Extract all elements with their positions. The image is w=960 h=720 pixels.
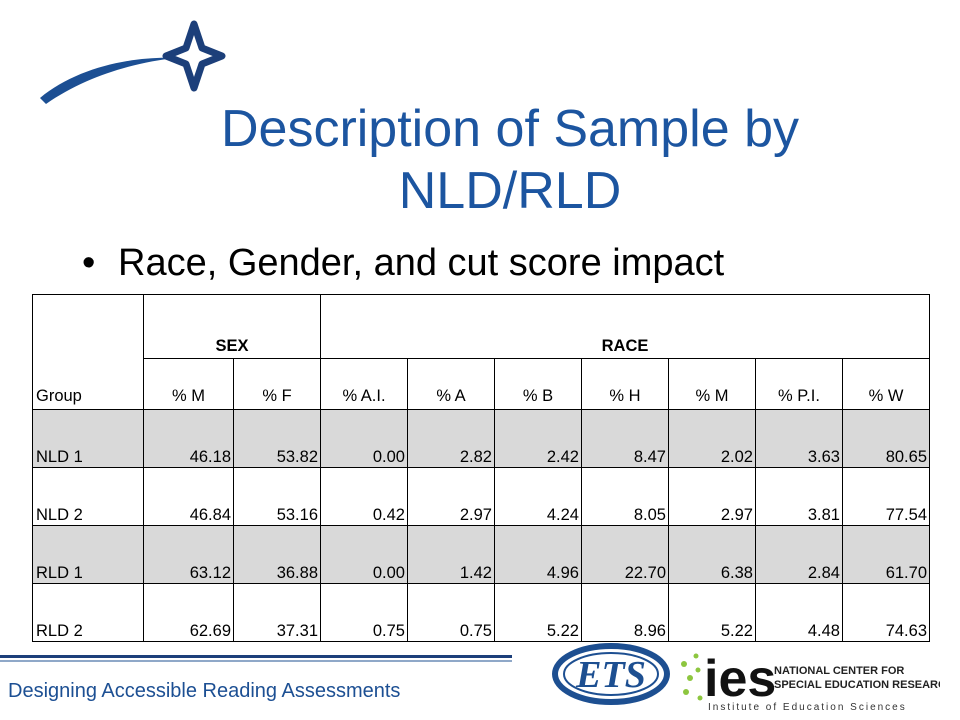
table-cell: 8.47 bbox=[581, 409, 669, 468]
table-cell: 4.24 bbox=[494, 467, 582, 526]
table-cell: 4.96 bbox=[494, 525, 582, 584]
table-cell: 53.82 bbox=[233, 409, 321, 468]
table-cell: 74.63 bbox=[842, 583, 930, 642]
race-header: RACE bbox=[320, 294, 930, 359]
table-cell: 61.70 bbox=[842, 525, 930, 584]
table-cell: 0.42 bbox=[320, 467, 408, 526]
table-cell: 1.42 bbox=[407, 525, 495, 584]
table-cell: 6.38 bbox=[668, 525, 756, 584]
table-cell: 80.65 bbox=[842, 409, 930, 468]
table-cell: 63.12 bbox=[143, 525, 234, 584]
table-cell: 36.88 bbox=[233, 525, 321, 584]
table-cell: 5.22 bbox=[668, 583, 756, 642]
ies-tagline: Institute of Education Sciences bbox=[708, 702, 907, 713]
table-cell: 46.18 bbox=[143, 409, 234, 468]
table-cell: 2.97 bbox=[407, 467, 495, 526]
ies-logo-text: ies bbox=[704, 650, 776, 708]
group-header: Group bbox=[32, 294, 144, 410]
table-cell: 0.75 bbox=[407, 583, 495, 642]
bullet-item: • Race, Gender, and cut score impact bbox=[82, 240, 882, 286]
table-cell: 3.81 bbox=[755, 467, 843, 526]
table-cell: 0.00 bbox=[320, 409, 408, 468]
ets-logo: ETS bbox=[552, 643, 670, 705]
row-label: RLD 1 bbox=[32, 525, 144, 584]
table-cell: 46.84 bbox=[143, 467, 234, 526]
bullet-text: Race, Gender, and cut score impact bbox=[118, 242, 725, 284]
table-cell: 2.84 bbox=[755, 525, 843, 584]
ets-logo-text: ETS bbox=[575, 654, 646, 696]
header-row-top: Group SEX RACE bbox=[32, 294, 930, 410]
table-cell: 5.22 bbox=[494, 583, 582, 642]
table-cell: 2.42 bbox=[494, 409, 582, 468]
row-label: RLD 2 bbox=[32, 583, 144, 642]
ies-ncser-logo: ies NATIONAL CENTER FOR SPECIAL EDUCATIO… bbox=[681, 650, 940, 713]
star-swoosh-logo bbox=[40, 20, 226, 104]
row-label: NLD 2 bbox=[32, 467, 144, 526]
column-header: % M bbox=[143, 358, 234, 410]
table-cell: 8.05 bbox=[581, 467, 669, 526]
slide-title: Description of Sample by NLD/RLD bbox=[150, 98, 870, 222]
title-line-2: NLD/RLD bbox=[398, 162, 622, 220]
row-label: NLD 1 bbox=[32, 409, 144, 468]
footer-divider bbox=[0, 655, 512, 658]
table-cell: 4.48 bbox=[755, 583, 843, 642]
title-line-1: Description of Sample by bbox=[220, 100, 800, 158]
table-cell: 2.97 bbox=[668, 467, 756, 526]
column-header: % A bbox=[407, 358, 495, 410]
table-cell: 8.96 bbox=[581, 583, 669, 642]
footer-caption: Designing Accessible Reading Assessments bbox=[8, 680, 401, 702]
table-cell: 0.75 bbox=[320, 583, 408, 642]
table-cell: 37.31 bbox=[233, 583, 321, 642]
column-header: % M bbox=[668, 358, 756, 410]
table-row: NLD 2 46.84 53.16 0.42 2.97 4.24 8.05 2.… bbox=[32, 467, 930, 526]
ies-center-line1: NATIONAL CENTER FOR bbox=[774, 665, 904, 677]
table-cell: 3.63 bbox=[755, 409, 843, 468]
column-header: % W bbox=[842, 358, 930, 410]
table-row: RLD 1 63.12 36.88 0.00 1.42 4.96 22.70 6… bbox=[32, 525, 930, 584]
column-header: % P.I. bbox=[755, 358, 843, 410]
column-header: % B bbox=[494, 358, 582, 410]
column-header: % H bbox=[581, 358, 669, 410]
table-cell: 77.54 bbox=[842, 467, 930, 526]
sex-header: SEX bbox=[143, 294, 321, 359]
column-header: % F bbox=[233, 358, 321, 410]
ies-center-line2: SPECIAL EDUCATION RESEARCH bbox=[774, 679, 940, 691]
bullet-symbol: • bbox=[82, 242, 96, 284]
table-cell: 0.00 bbox=[320, 525, 408, 584]
sample-table: Group SEX RACE % M % F % A.I. % A % B % … bbox=[32, 294, 930, 642]
footer-divider-accent bbox=[0, 660, 512, 662]
table-cell: 22.70 bbox=[581, 525, 669, 584]
column-header: % A.I. bbox=[320, 358, 408, 410]
table-row: RLD 2 62.69 37.31 0.75 0.75 5.22 8.96 5.… bbox=[32, 583, 930, 642]
table-row: NLD 1 46.18 53.82 0.00 2.82 2.42 8.47 2.… bbox=[32, 409, 930, 468]
table-cell: 2.02 bbox=[668, 409, 756, 468]
table-cell: 2.82 bbox=[407, 409, 495, 468]
table-cell: 53.16 bbox=[233, 467, 321, 526]
header-row-columns: % M % F % A.I. % A % B % H % M % P.I. % … bbox=[33, 358, 930, 410]
table-cell: 62.69 bbox=[143, 583, 234, 642]
